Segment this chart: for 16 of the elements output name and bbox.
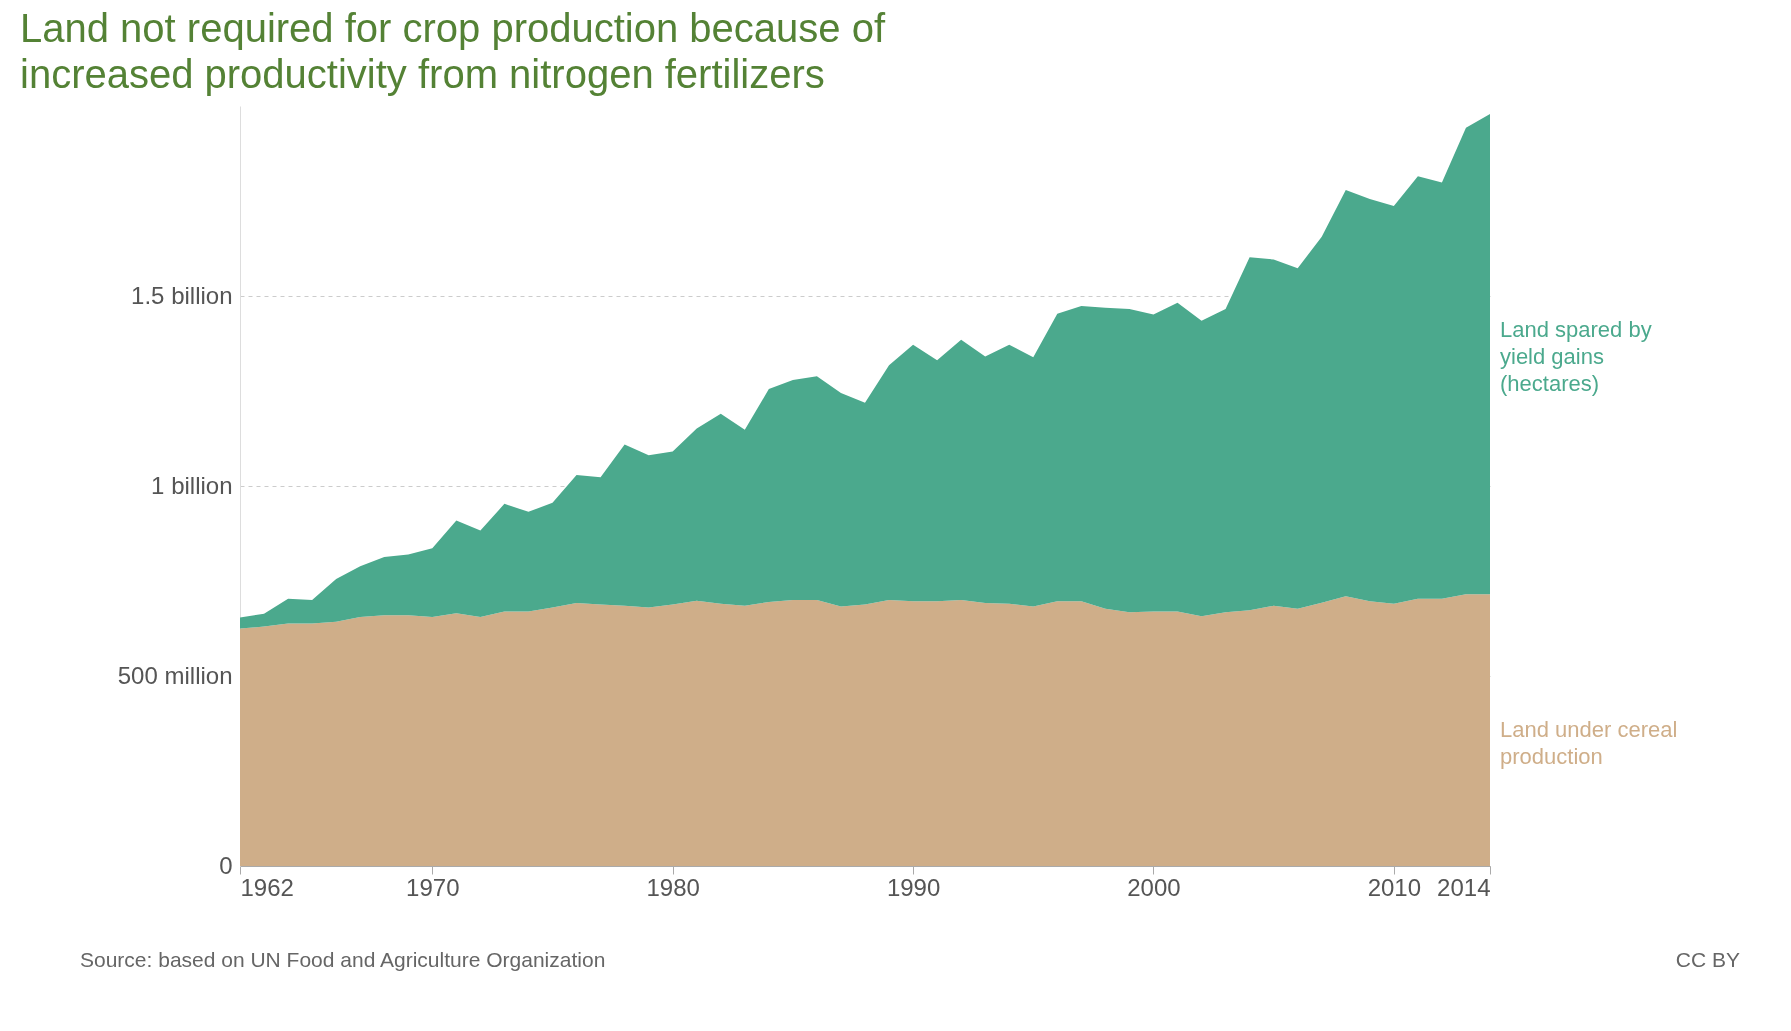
y-tick-label: 1.5 billion — [131, 281, 233, 309]
y-tick-label: 500 million — [117, 661, 233, 689]
chart-title: Land not required for crop production because of increased productivity from nitrogen fertilizers — [20, 6, 886, 96]
text: CC BY — [1675, 948, 1740, 971]
y-tick-label: 0 — [219, 851, 233, 879]
x-tick-label: 1990 — [886, 873, 941, 901]
y-tick-label: 1 billion — [151, 471, 233, 499]
x-tick-label: 1962 — [240, 873, 294, 901]
x-tick-label: 1980 — [646, 873, 700, 901]
x-tick-label: 2000 — [1127, 873, 1181, 901]
series-label: Land spared by yield gains (hectares) — [1500, 317, 1652, 397]
x-tick-label: 2014 — [1437, 873, 1491, 901]
source-note: Source: based on UN Food and Agriculture Organization — [80, 948, 606, 971]
x-tick-label: 1970 — [406, 873, 460, 901]
x-tick-label: 2010 — [1367, 873, 1422, 901]
series-label: Land under cereal production — [1500, 717, 1678, 770]
